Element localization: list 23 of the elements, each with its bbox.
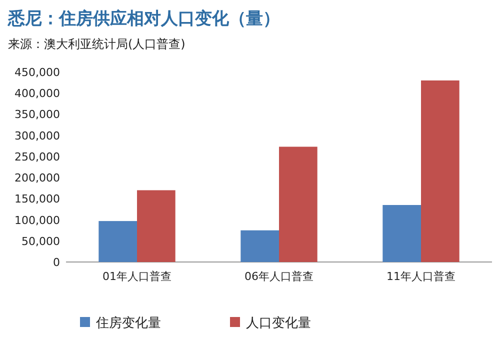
bar xyxy=(382,205,421,262)
y-tick-label: 50,000 xyxy=(22,234,60,248)
chart-subtitle: 来源：澳大利亚统计局(人口普查) xyxy=(8,37,186,51)
bar xyxy=(137,190,176,262)
y-tick-label: 450,000 xyxy=(14,66,60,79)
y-tick-label: 250,000 xyxy=(14,150,60,164)
x-tick-label: 06年人口普查 xyxy=(244,270,314,283)
x-tick-label: 11年人口普查 xyxy=(386,270,456,283)
legend-label: 人口变化量 xyxy=(246,316,311,331)
y-tick-label: 350,000 xyxy=(14,108,60,122)
bar xyxy=(279,146,318,262)
bar xyxy=(240,230,279,262)
bar xyxy=(421,80,460,262)
chart-title: 悉尼：住房供应相对人口变化（量） xyxy=(7,9,280,29)
x-tick-label: 01年人口普查 xyxy=(102,270,172,283)
y-tick-label: 0 xyxy=(53,256,60,269)
legend-label: 住房变化量 xyxy=(95,315,161,331)
y-tick-label: 150,000 xyxy=(14,192,60,206)
y-tick-label: 100,000 xyxy=(14,214,60,227)
y-tick-label: 200,000 xyxy=(14,172,60,185)
y-tick-label: 300,000 xyxy=(14,129,60,142)
bar xyxy=(98,221,137,262)
y-tick-label: 400,000 xyxy=(14,87,60,100)
